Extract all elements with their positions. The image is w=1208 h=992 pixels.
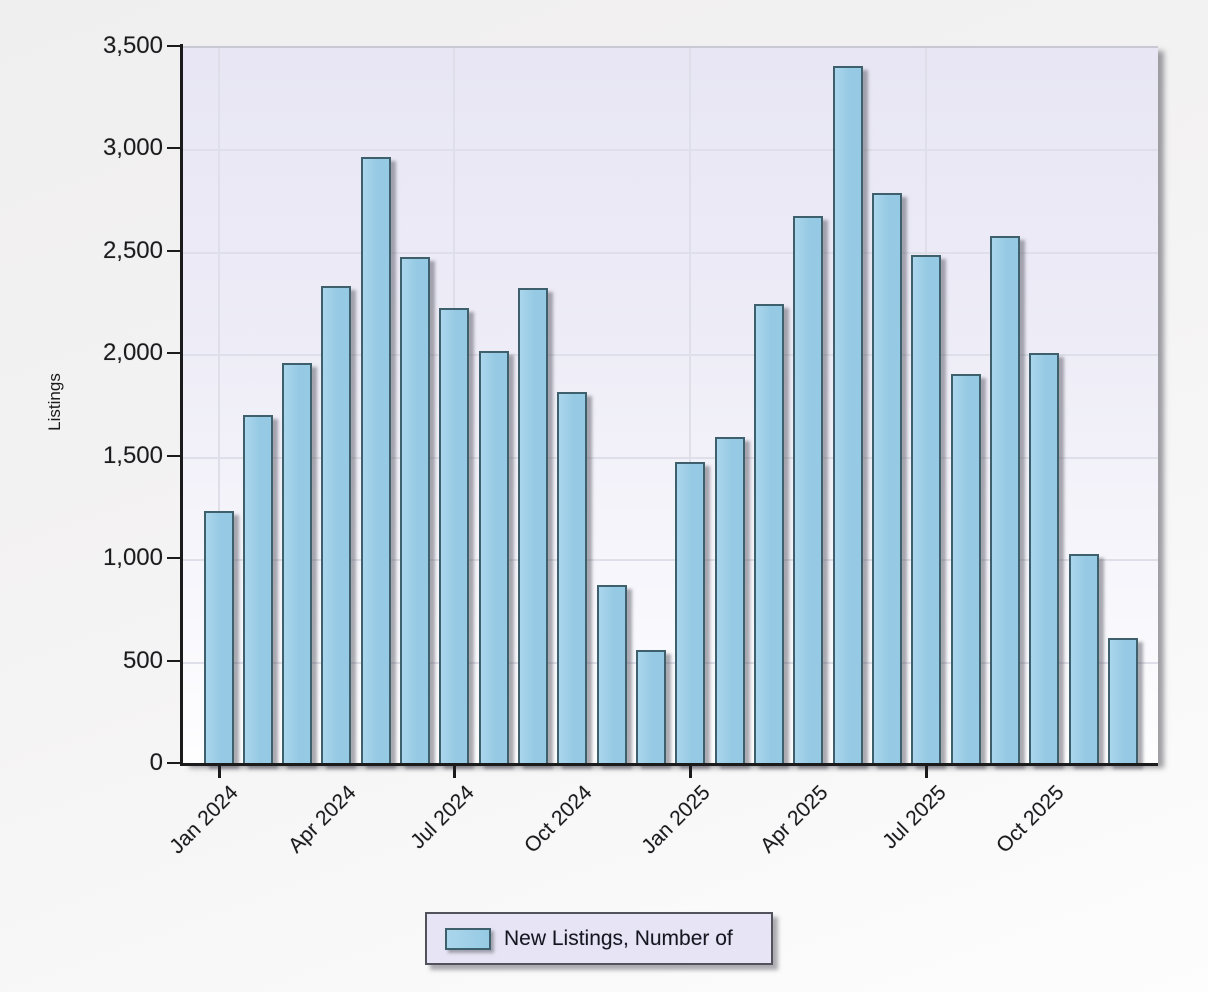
legend-label: New Listings, Number of: [504, 926, 733, 950]
bar: [832, 66, 863, 765]
bar: [360, 156, 391, 765]
x-tick-label: Apr 2024: [284, 781, 361, 858]
x-tick-label: Jul 2024: [406, 781, 479, 854]
y-tick-label: 3,500: [102, 32, 163, 59]
x-axis-line: [180, 763, 1158, 766]
y-tick-label: 2,500: [102, 236, 163, 264]
y-tick: [167, 249, 180, 252]
y-tick: [167, 45, 180, 47]
h-gridline: [183, 251, 1158, 254]
bar: [1068, 553, 1099, 765]
bar: [675, 461, 706, 765]
bar: [714, 437, 745, 765]
y-tick-label: 1,000: [102, 544, 163, 572]
bar: [596, 584, 627, 765]
bar: [400, 256, 431, 765]
bar: [990, 236, 1021, 765]
v-gridline: [217, 48, 220, 763]
v-gridline: [689, 48, 692, 763]
bar: [793, 215, 824, 765]
y-tick: [167, 352, 180, 355]
x-tick-label: Jan 2024: [165, 781, 243, 859]
y-tick-label: 2,000: [102, 339, 163, 367]
y-tick: [167, 454, 180, 457]
bar: [282, 363, 313, 765]
y-tick: [167, 659, 180, 662]
x-tick: [925, 766, 929, 778]
bar: [557, 392, 588, 765]
y-axis-line: [180, 44, 183, 766]
bar: [1108, 637, 1139, 765]
bar: [242, 414, 273, 765]
bar: [203, 510, 234, 765]
x-tick-label: Oct 2024: [520, 781, 597, 858]
h-gridline: [183, 559, 1158, 562]
bar: [478, 351, 509, 765]
h-gridline: [183, 456, 1158, 459]
y-axis-title: Listings: [45, 373, 64, 431]
x-tick-label: Jan 2025: [637, 781, 715, 859]
x-tick: [453, 766, 457, 778]
y-tick: [167, 557, 180, 560]
legend-box: New Listings, Number of: [425, 912, 773, 965]
h-gridline: [183, 149, 1158, 152]
y-tick: [167, 147, 180, 150]
y-tick-label: 1,500: [102, 441, 163, 469]
bar: [321, 285, 352, 765]
bar: [911, 254, 942, 765]
plot-area: [183, 46, 1158, 765]
x-tick: [689, 766, 693, 778]
bar: [439, 308, 470, 765]
bar: [950, 373, 981, 765]
y-tick-label: 0: [149, 749, 163, 776]
bar: [1029, 353, 1060, 765]
legend-swatch: [445, 927, 491, 950]
bar: [754, 304, 785, 765]
h-gridline: [183, 661, 1158, 664]
x-tick-label: Oct 2025: [992, 781, 1069, 858]
bar: [518, 287, 549, 765]
x-tick-label: Jul 2025: [878, 781, 951, 854]
bar: [636, 650, 667, 765]
y-tick-label: 3,000: [102, 134, 163, 162]
h-gridline: [183, 354, 1158, 357]
y-tick: [167, 762, 180, 764]
x-tick: [217, 766, 221, 778]
x-tick-label: Apr 2025: [756, 781, 833, 858]
y-tick-label: 500: [122, 646, 163, 674]
bar: [872, 193, 903, 765]
